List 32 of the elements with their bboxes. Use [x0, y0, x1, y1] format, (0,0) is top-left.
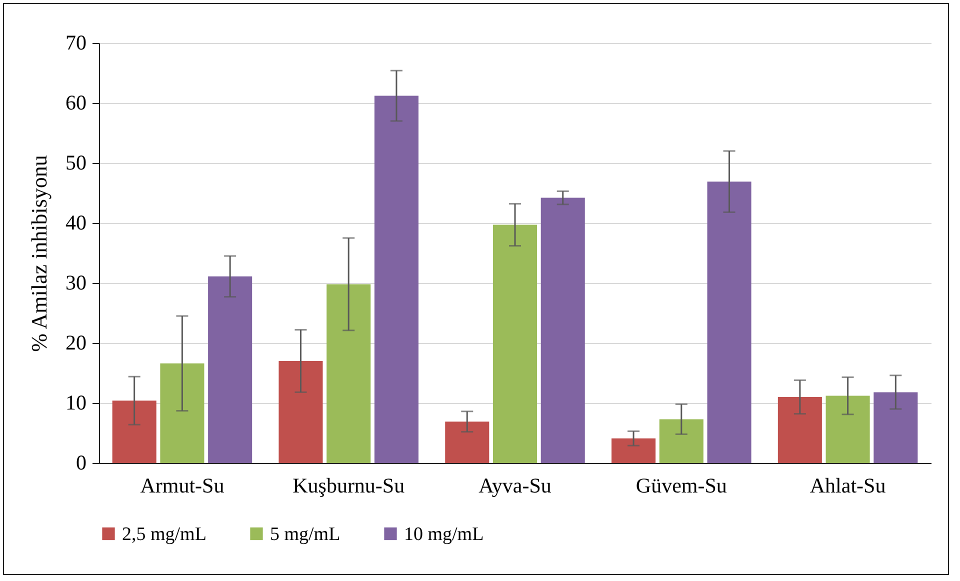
y-tick-label: 10 — [66, 390, 86, 414]
legend-label: 5 mg/mL — [270, 524, 340, 545]
y-tick-label: 40 — [66, 210, 86, 234]
legend-label: 2,5 mg/mL — [122, 524, 206, 545]
bar — [659, 419, 704, 463]
bar — [112, 400, 156, 463]
y-tick-label: 0 — [76, 450, 86, 474]
bar — [826, 396, 870, 463]
bar — [540, 198, 585, 463]
x-tick-label: Ahlat-Su — [810, 474, 886, 498]
bar — [612, 438, 656, 463]
bar — [778, 397, 822, 463]
y-tick-label: 60 — [66, 90, 86, 114]
bar — [445, 422, 490, 463]
bar — [707, 182, 752, 463]
bar — [326, 284, 371, 463]
bar — [374, 96, 418, 463]
y-axis-title: % Amilaz inhibisyonu — [26, 155, 52, 352]
bar — [208, 276, 252, 463]
bar — [278, 361, 323, 463]
x-tick-label: Kuşburnu-Su — [292, 474, 406, 498]
bar — [492, 224, 538, 463]
bar — [160, 363, 204, 463]
y-tick-label: 20 — [66, 330, 86, 354]
x-tick-label: Armut-Su — [140, 474, 225, 498]
y-tick-label: 70 — [66, 30, 86, 54]
y-tick-label: 30 — [66, 270, 86, 294]
x-tick-label: Ayva-Su — [478, 474, 552, 498]
bar — [874, 392, 918, 463]
y-tick-label: 50 — [66, 150, 86, 174]
legend-label: 10 mg/mL — [404, 524, 484, 545]
x-tick-label: Güvem-Su — [636, 474, 728, 498]
